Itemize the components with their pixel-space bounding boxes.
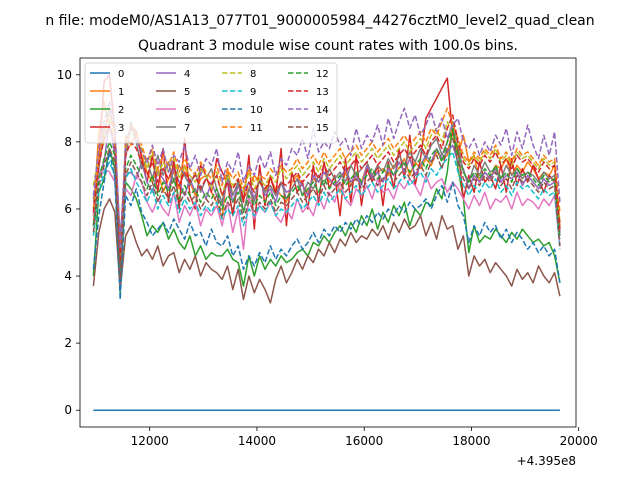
y-tick-label: 4 <box>64 269 72 283</box>
legend-label-4: 4 <box>184 69 190 80</box>
legend-label-12: 12 <box>316 69 329 80</box>
series-line-5 <box>92 198 561 304</box>
legend-box <box>84 62 338 144</box>
plot-lines <box>92 74 561 411</box>
chart-title: Quadrant 3 module wise count rates with … <box>138 38 518 54</box>
series-line-14 <box>92 100 561 250</box>
y-axis-ticks: 0 2 4 6 8 10 <box>57 68 80 417</box>
legend-label-9: 9 <box>250 87 256 98</box>
legend-label-3: 3 <box>118 123 124 134</box>
x-tick-label: 20000 <box>560 434 598 448</box>
legend-label-11: 11 <box>250 123 263 134</box>
series-line-12 <box>92 127 561 277</box>
legend-label-13: 13 <box>316 87 329 98</box>
x-tick-label: 18000 <box>452 434 490 448</box>
y-tick-label: 6 <box>64 202 72 216</box>
legend-label-15: 15 <box>316 123 329 134</box>
x-tick-label: 14000 <box>238 434 276 448</box>
series-line-15 <box>92 137 561 281</box>
legend-label-5: 5 <box>184 87 190 98</box>
series-line-6 <box>92 167 561 261</box>
series-line-9 <box>92 151 561 274</box>
legend-label-8: 8 <box>250 69 256 80</box>
plot-frame <box>79 57 577 428</box>
series-line-10 <box>92 151 561 301</box>
y-tick-label: 10 <box>57 68 72 82</box>
x-offset-label: +4.395e8 <box>517 454 576 468</box>
legend-label-2: 2 <box>118 105 124 116</box>
x-tick-label: 16000 <box>345 434 383 448</box>
legend-label-10: 10 <box>250 105 263 116</box>
x-tick-label: 12000 <box>131 434 169 448</box>
figure-suptitle: n file: modeM0/AS1A13_077T01_9000005984_… <box>45 13 594 29</box>
y-tick-label: 2 <box>64 336 72 350</box>
x-axis-ticks: 12000 14000 16000 18000 20000 <box>131 427 598 448</box>
y-tick-label: 0 <box>64 403 72 417</box>
y-tick-label: 8 <box>64 135 72 149</box>
series-line-2 <box>92 124 561 294</box>
legend-label-14: 14 <box>316 105 329 116</box>
legend-label-0: 0 <box>118 69 124 80</box>
legend-label-6: 6 <box>184 105 190 116</box>
series-line-13 <box>92 114 561 264</box>
legend-label-7: 7 <box>184 123 190 134</box>
series-line-11 <box>92 107 561 257</box>
legend-label-1: 1 <box>118 87 124 98</box>
